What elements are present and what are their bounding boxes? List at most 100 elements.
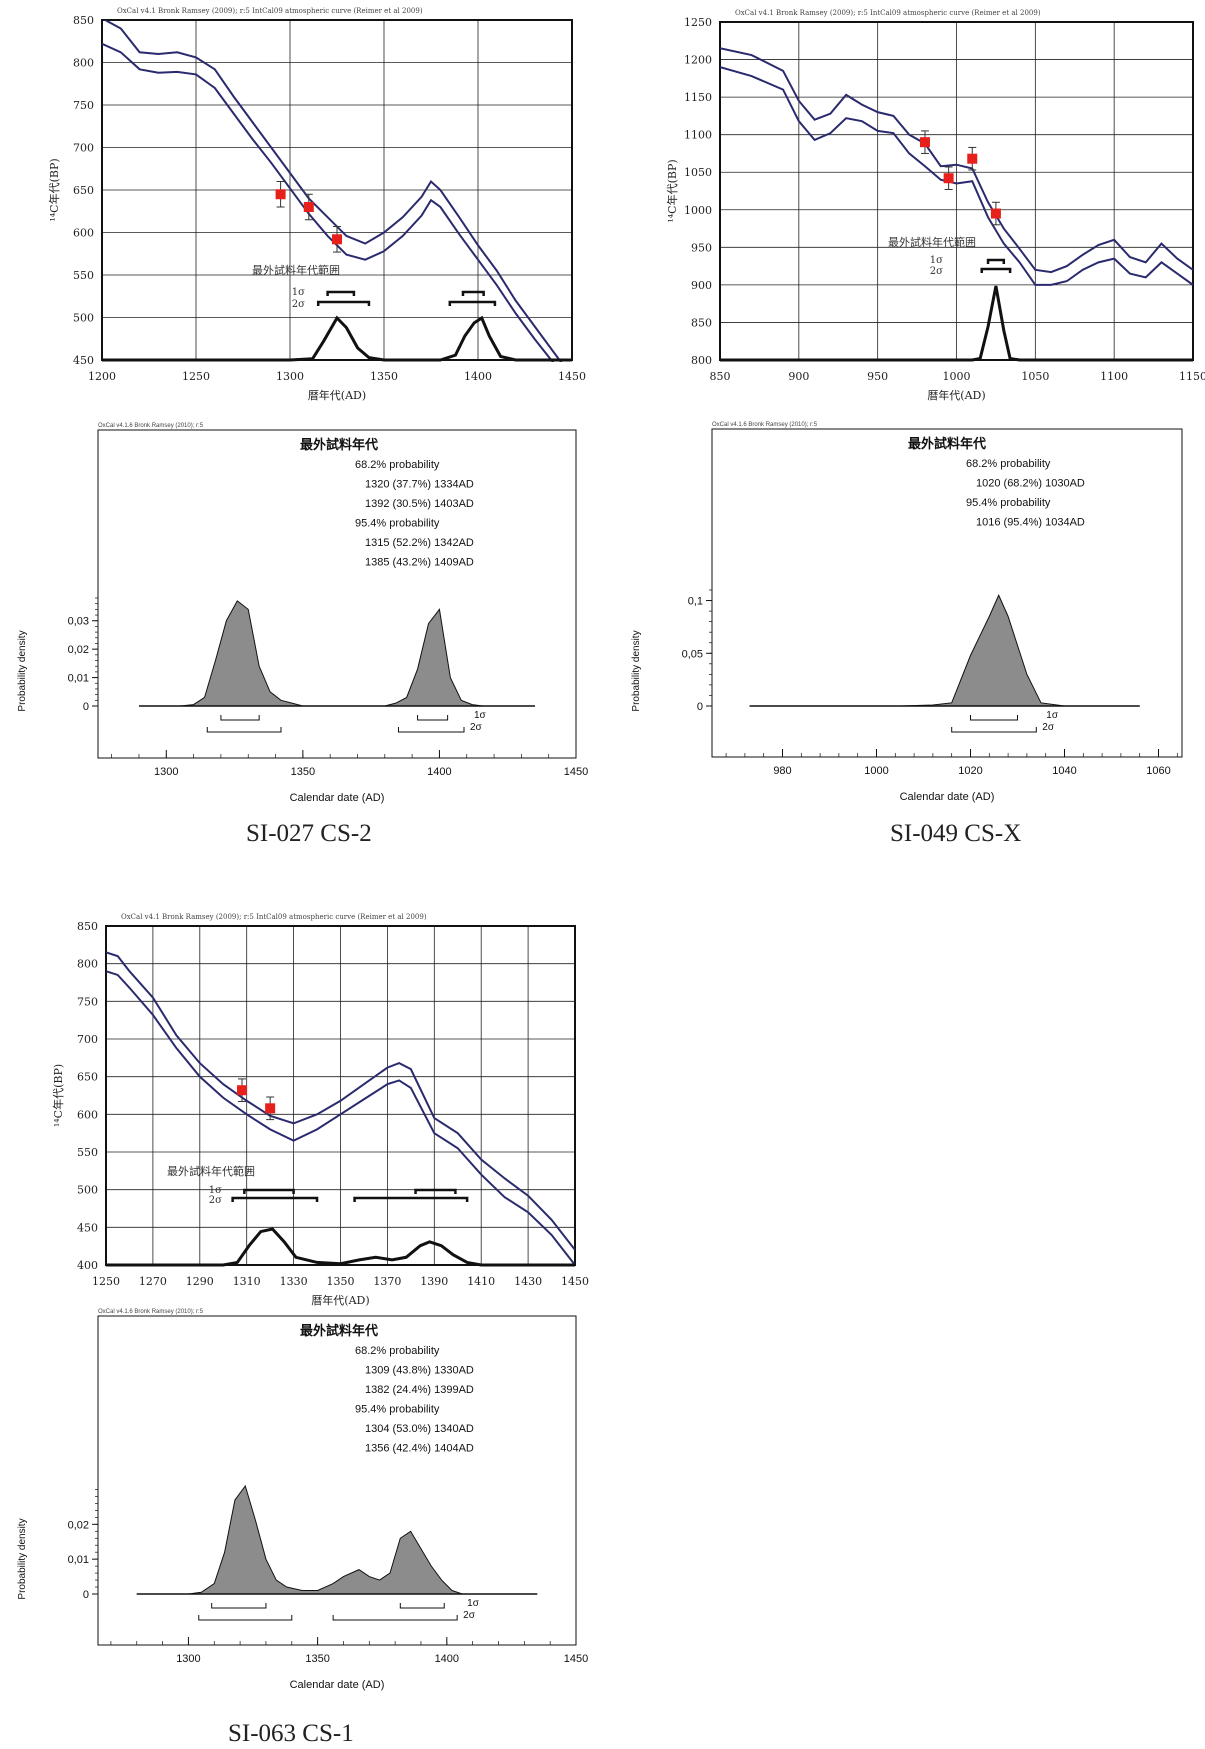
si063-density-x-axis-label: Calendar date (AD) [290,1679,385,1691]
si049-calib-x-tick-label: 1100 [1100,370,1128,383]
si063-calib-x-tick-label: 1390 [420,1275,448,1288]
si049-density-sigma2-bracket [951,727,1037,733]
si049-density-x-tick-label: 1020 [958,765,982,777]
si027-calib-y-tick-label: 850 [73,14,94,27]
si027-density-probability-line: 68.2% probability [355,459,440,471]
si027-calib-x-tick-label: 1450 [558,370,586,383]
si027-calib-sample-point [332,234,342,245]
si027-calib-y-tick-label: 450 [73,354,94,367]
si027-calib-calibration-curve-upper [103,20,563,362]
si027-density-plot-title: 最外試料年代 [300,437,378,452]
si063-density-y-tick-label: 0,02 [68,1519,89,1531]
si063-density-sigma1-bracket [399,1603,445,1609]
si063-calib-calibration-curve-lower [106,970,575,1266]
si063-calib-range-label: 最外試料年代範囲 [167,1164,255,1178]
caption-si-027: SI-027 CS-2 [246,820,372,847]
si063-calib-sigma1-bracket [414,1188,457,1194]
si049-calib-sample-point [967,153,978,164]
si049-density-header-note: OxCal v4.1.6 Bronk Ramsey (2010); r:5 [712,422,818,428]
si063-calib-x-tick-label: 1270 [139,1275,167,1288]
si063-calib-sigma2-bracket [231,1196,319,1202]
si027-density-density-area [138,600,536,707]
si063-density-probability-line: 1356 (42.4%) 1404AD [365,1443,474,1455]
si027-density-sigma2-label: 2σ [470,722,483,733]
si063-density-sigma1-label: 1σ [467,1598,480,1609]
si027-calib-sigma2-label: 2σ [292,299,305,310]
si063-calib-y-tick-label: 400 [77,1259,98,1272]
si049-calib-x-tick-label: 1150 [1179,370,1205,383]
si049-calib-header-note: OxCal v4.1 Bronk Ramsey (2009); r:5 IntC… [735,9,1041,17]
si027-calib-x-tick-label: 1300 [276,370,304,383]
si063-calib-y-tick-label: 600 [77,1108,98,1121]
si063-density-density-plot: OxCal v4.1.6 Bronk Ramsey (2010); r:5 最外試… [17,1309,588,1691]
si049-density-y-tick-label: 0,05 [682,648,703,660]
si027-calib-y-tick-label: 500 [73,312,94,325]
si063-density-x-tick-label: 1300 [176,1653,200,1665]
si027-calib-calibration-curve-lower [102,42,555,362]
si049-calib-calibration-plot: OxCal v4.1 Bronk Ramsey (2009); r:5 IntC… [665,9,1205,402]
si027-density-y-tick-label: 0 [83,701,89,713]
si027-density-sigma1-bracket [417,715,449,721]
si049-density-x-tick-label: 1060 [1146,765,1170,777]
si049-calib-x-tick-label: 900 [788,370,809,383]
si049-density-sigma1-bracket [970,715,1018,721]
si027-density-sigma1-bracket [220,715,260,721]
si049-density-x-tick-label: 980 [773,765,791,777]
si063-calib-y-tick-label: 500 [77,1184,98,1197]
si049-density-probability-line: 1016 (95.4%) 1034AD [976,517,1085,529]
si063-calib-density-curve [106,1227,575,1267]
si063-calib-x-tick-label: 1290 [186,1275,214,1288]
si063-calib-calibration-plot: OxCal v4.1 Bronk Ramsey (2009); r:5 IntC… [51,913,589,1307]
si063-density-density-area [136,1484,538,1595]
si027-density-probability-line: 1392 (30.5%) 1403AD [365,498,474,510]
si049-density-density-area [749,594,1140,707]
si063-calib-sample-point [265,1103,276,1114]
si063-calib-sigma2-label: 2σ [209,1195,222,1206]
si063-calib-y-tick-label: 550 [77,1146,98,1159]
si027-calib-x-tick-label: 1200 [88,370,116,383]
si049-density-sigma2-label: 2σ [1042,722,1055,733]
si063-calib-x-tick-label: 1410 [467,1275,495,1288]
si027-calib-y-tick-label: 650 [73,184,94,197]
si049-calib-x-tick-label: 950 [867,370,888,383]
si027-density-x-axis-label: Calendar date (AD) [290,792,385,804]
si049-density-probability-line: 95.4% probability [966,497,1051,509]
si027-calib-calibration-plot: OxCal v4.1 Bronk Ramsey (2009); r:5 IntC… [47,7,586,402]
si063-calib-x-tick-label: 1330 [280,1275,308,1288]
si063-calib-y-tick-label: 650 [77,1071,98,1084]
si063-density-y-tick-label: 0 [83,1589,89,1601]
si049-calib-x-tick-label: 1000 [943,370,971,383]
si063-calib-x-axis-label: 暦年代(AD) [311,1293,369,1307]
si027-calib-sigma1-bracket [461,290,485,296]
si049-calib-sigma1-bracket [986,258,1006,264]
si027-calib-x-tick-label: 1400 [464,370,492,383]
si027-calib-sigma2-bracket [316,300,371,306]
si049-density-x-axis-label: Calendar date (AD) [900,791,995,803]
si027-calib-header-note: OxCal v4.1 Bronk Ramsey (2009); r:5 IntC… [117,7,423,15]
si049-calib-sample-point [990,208,1001,219]
si027-density-y-tick-label: 0,02 [68,644,89,656]
si049-density-probability-line: 1020 (68.2%) 1030AD [976,478,1085,490]
si027-density-y-tick-label: 0,01 [68,673,89,685]
si027-calib-y-tick-label: 800 [73,57,94,70]
si049-calib-sample-point [919,137,930,148]
si049-calib-density-curve [720,285,1193,362]
si027-calib-sigma1-bracket [326,290,356,296]
si027-calib-sigma2-bracket [448,300,497,306]
si027-density-sigma2-bracket [397,727,465,733]
si049-density-probability-line: 68.2% probability [966,458,1051,470]
si027-calib-density-curve [102,315,572,362]
si063-density-probability-line: 1304 (53.0%) 1340AD [365,1423,474,1435]
si063-calib-x-tick-label: 1450 [561,1275,589,1288]
si049-calib-y-axis-label: ¹⁴C年代(BP) [665,159,679,222]
si063-calib-sample-point [237,1085,248,1096]
si027-density-probability-line: 1385 (43.2%) 1409AD [365,557,474,569]
si049-density-y-tick-label: 0 [697,701,703,713]
si063-calib-y-tick-label: 450 [77,1221,98,1234]
si049-density-y-axis-label: Probability density [631,630,642,711]
si049-calib-x-tick-label: 850 [710,370,731,383]
si027-calib-y-tick-label: 550 [73,269,94,282]
si027-density-x-tick-label: 1450 [564,766,588,778]
si063-calib-y-tick-label: 850 [77,920,98,933]
si063-calib-x-tick-label: 1370 [373,1275,401,1288]
